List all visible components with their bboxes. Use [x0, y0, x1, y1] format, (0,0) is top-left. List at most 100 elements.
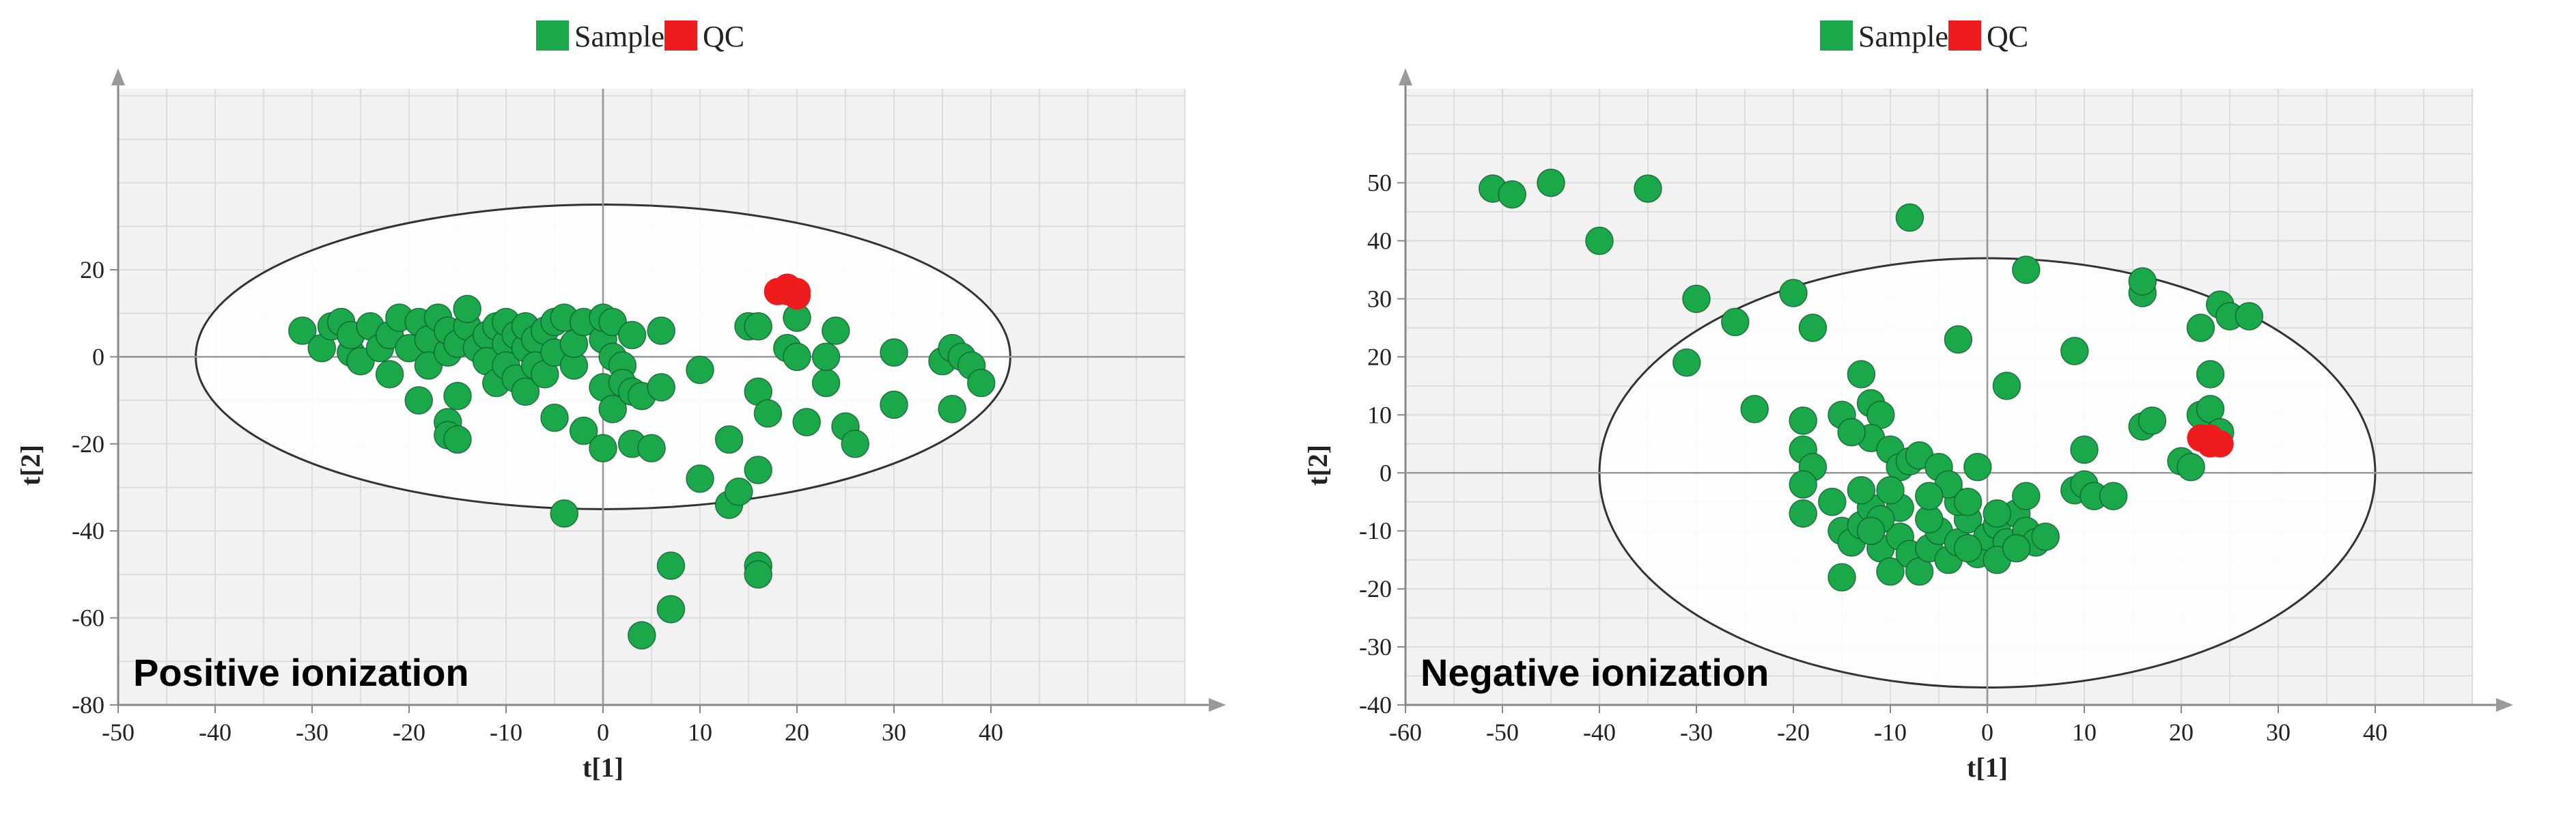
- x-tick-label: -10: [490, 719, 522, 746]
- sample-point: [1895, 203, 1924, 232]
- sample-point: [637, 434, 666, 462]
- x-tick-label: 20: [2169, 719, 2194, 746]
- legend: Sample QC: [536, 20, 744, 53]
- sample-point: [1847, 360, 1876, 389]
- y-tick-label: 20: [1367, 343, 1392, 370]
- sample-point: [1498, 180, 1526, 209]
- sample-point: [511, 377, 540, 406]
- sample-point: [404, 386, 433, 415]
- legend-label-qc: QC: [1987, 20, 2028, 53]
- series-qc: [764, 273, 811, 310]
- legend-label-qc: QC: [703, 20, 744, 53]
- y-tick-label: -40: [72, 517, 104, 544]
- x-tick-label: -60: [1389, 719, 1422, 746]
- legend-swatch-sample: [536, 20, 569, 51]
- sample-point: [1779, 279, 1808, 307]
- y-tick-label: 20: [80, 256, 104, 283]
- y-axis-label: t[2]: [1302, 445, 1333, 486]
- sample-point: [656, 595, 686, 624]
- sample-point: [1721, 307, 1750, 337]
- qc-point: [783, 282, 811, 310]
- x-tick-label: -30: [296, 719, 328, 746]
- x-axis-arrow: [2496, 698, 2513, 712]
- sample-point: [1837, 418, 1866, 447]
- chart-panel-2: -60 -50 -40 -30 -20 -10 0 10 20 30 40 -40 -30 -20 -10 0…: [1302, 20, 2513, 783]
- sample-point: [540, 403, 569, 432]
- x-tick-label: 40: [979, 719, 1003, 746]
- series-sample: [1479, 168, 2264, 592]
- y-axis-label: t[2]: [15, 445, 46, 486]
- sample-point: [2128, 267, 2157, 296]
- x-axis-arrow: [1209, 698, 1226, 712]
- sample-point: [744, 456, 772, 484]
- sample-point: [686, 355, 714, 385]
- sample-point: [880, 338, 908, 367]
- sample-point: [725, 477, 753, 506]
- sample-point: [2012, 482, 2041, 510]
- sample-point: [375, 360, 404, 389]
- sample-point: [2031, 522, 2060, 551]
- sample-point: [2196, 360, 2225, 389]
- sample-point: [1682, 284, 1711, 314]
- sample-point: [1740, 395, 1769, 424]
- x-tick-label: -50: [1486, 719, 1519, 746]
- sample-point: [1585, 226, 1614, 255]
- sample-point: [656, 551, 686, 580]
- sample-point: [744, 312, 772, 341]
- x-axis-label: t[1]: [1967, 752, 2008, 783]
- legend-label-sample: Sample: [574, 20, 664, 53]
- y-tick-label: -80: [72, 691, 104, 719]
- sample-point: [1983, 499, 2011, 528]
- y-axis-arrow: [1399, 68, 1412, 85]
- panel-annotation: Positive ionization: [133, 651, 469, 694]
- x-tick-label: -20: [1777, 719, 1810, 746]
- x-tick-label: 40: [2363, 719, 2388, 746]
- sample-point: [1537, 168, 1565, 197]
- sample-point: [714, 425, 744, 454]
- sample-point: [1672, 348, 1701, 377]
- sample-point: [2186, 314, 2215, 342]
- sample-point: [1789, 499, 1817, 528]
- x-tick-label: -30: [1680, 719, 1713, 746]
- sample-point: [1818, 487, 1847, 516]
- sample-point: [1953, 533, 1983, 563]
- sample-point: [1992, 372, 2021, 400]
- y-tick-label: 0: [1380, 459, 1392, 486]
- sample-point: [443, 425, 472, 454]
- sample-point: [792, 408, 821, 436]
- panel-annotation: Negative ionization: [1420, 651, 1769, 694]
- x-tick-label: -50: [102, 719, 135, 746]
- legend-swatch-qc: [1948, 20, 1981, 51]
- sample-point: [967, 368, 996, 398]
- sample-point: [598, 395, 627, 424]
- sample-point: [589, 434, 617, 462]
- sample-point: [647, 316, 675, 345]
- x-tick-label: 0: [597, 719, 609, 746]
- sample-point: [1789, 470, 1817, 499]
- sample-point: [1634, 174, 1662, 203]
- sample-point: [2099, 482, 2128, 510]
- x-tick-label: 20: [785, 719, 809, 746]
- y-tick-label: -20: [1359, 575, 1392, 602]
- sample-point: [288, 316, 317, 345]
- x-tick-label: 10: [2072, 719, 2097, 746]
- sample-point: [1847, 475, 1876, 505]
- series-sample: [288, 294, 996, 650]
- y-tick-label: 10: [1367, 401, 1392, 428]
- sample-point: [938, 395, 966, 424]
- sample-point: [2138, 406, 2167, 435]
- sample-point: [686, 464, 714, 493]
- x-tick-label: 30: [2266, 719, 2291, 746]
- sample-point: [783, 342, 811, 372]
- y-tick-label: 0: [92, 343, 104, 370]
- sample-point: [1856, 516, 1886, 545]
- x-tick-label: 30: [882, 719, 906, 746]
- y-tick-label: -10: [1359, 517, 1392, 544]
- sample-point: [1915, 482, 1944, 510]
- sample-point: [2070, 435, 2099, 464]
- y-axis-arrow: [111, 68, 125, 85]
- x-tick-label: 0: [1981, 719, 1993, 746]
- sample-point: [2060, 337, 2089, 365]
- sample-point: [744, 560, 772, 589]
